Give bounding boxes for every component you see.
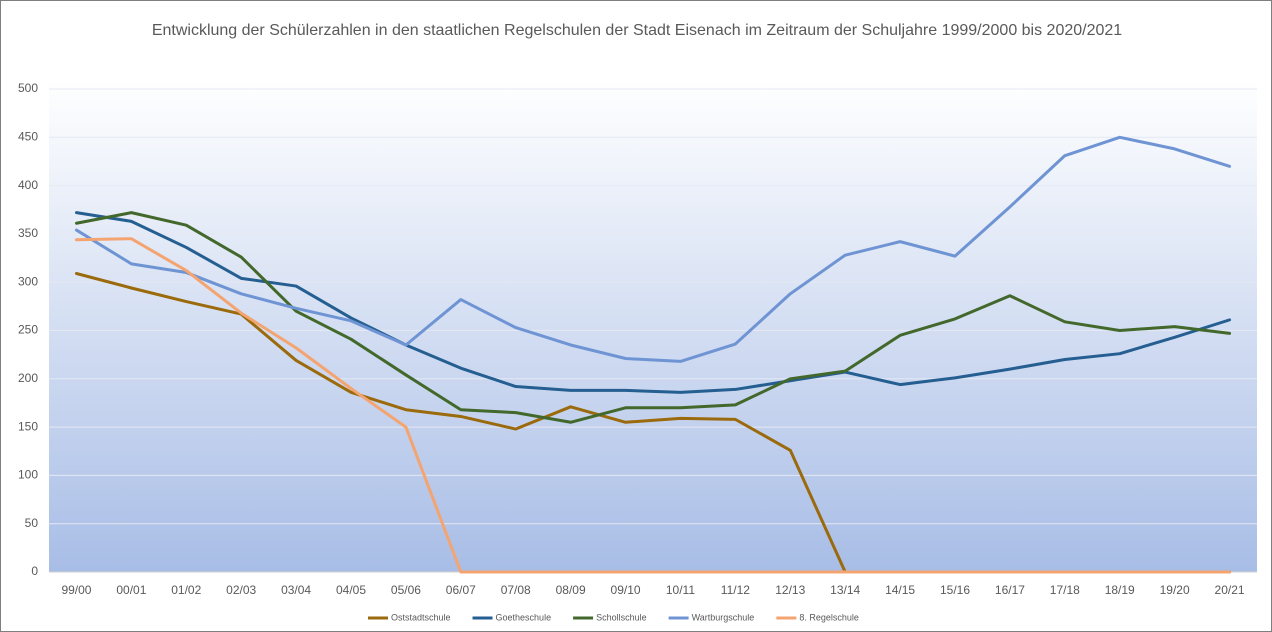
y-tick-label: 450 [18,129,38,143]
x-tick-label: 03/04 [281,583,311,597]
legend-label: Goetheschule [496,612,552,622]
y-tick-label: 200 [18,371,38,385]
series-line [74,135,1232,363]
x-tick-label: 00/01 [116,583,146,597]
x-tick-label: 12/13 [775,583,805,597]
x-tick-label: 17/18 [1050,583,1080,597]
chart-title: Entwicklung der Schülerzahlen in den sta… [151,22,1123,39]
x-tick-label: 01/02 [171,583,201,597]
x-tick-label: 07/08 [501,583,531,597]
legend-label: Oststadtschule [391,612,451,622]
y-tick-label: 350 [18,226,38,240]
x-tick-label: 18/19 [1105,583,1135,597]
x-tick-label: 05/06 [391,583,421,597]
y-tick-label: 300 [18,274,38,288]
x-tick-label: 11/12 [721,583,750,597]
y-tick-label: 100 [18,468,38,482]
y-tick-label: 0 [31,564,38,578]
x-tick-label: 10/11 [666,583,695,597]
x-tick-label: 14/15 [885,583,915,597]
x-tick-label: 16/17 [995,583,1025,597]
x-tick-label: 99/00 [61,583,91,597]
legend-label: Wartburgschule [692,612,755,622]
series-line [74,237,1232,574]
x-tick-label: 08/09 [556,583,586,597]
y-tick-label: 50 [25,516,39,530]
x-tick-label: 04/05 [336,583,366,597]
legend-label: Schollschule [596,612,647,622]
y-tick-label: 500 [18,81,38,95]
plot-area [49,81,1257,572]
legend-label: 8. Regelschule [799,612,859,622]
x-tick-label: 19/20 [1160,583,1190,597]
x-tick-label: 15/16 [940,583,970,597]
x-tick-label: 09/10 [611,583,641,597]
x-tick-label: 20/21 [1215,583,1245,597]
y-tick-label: 400 [18,178,38,192]
x-tick-label: 13/14 [830,583,860,597]
y-tick-label: 250 [18,323,38,337]
x-tick-label: 06/07 [446,583,476,597]
series-line [74,211,1232,424]
y-tick-label: 150 [18,419,38,433]
x-tick-label: 02/03 [226,583,256,597]
